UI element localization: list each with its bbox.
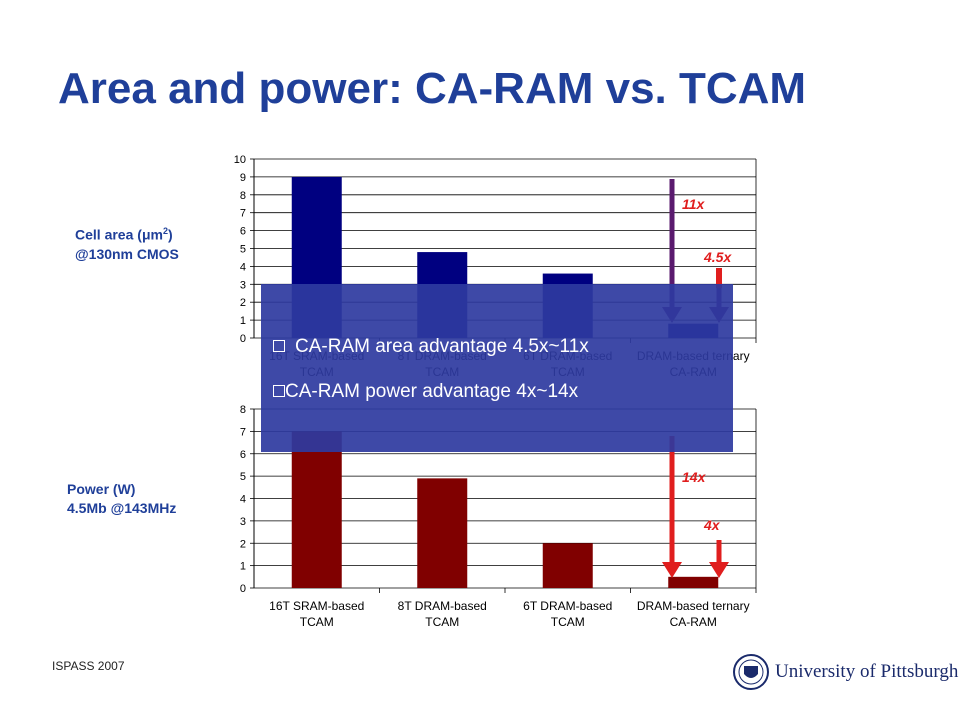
y-tick-label: 9 (240, 172, 246, 184)
power-axis-label: Power (W) 4.5Mb @143MHz (67, 481, 177, 516)
logo-text: University of Pittsburgh (775, 661, 959, 682)
y-tick-label: 4 (240, 261, 246, 273)
x-tick-label: 6T DRAM-based (523, 599, 612, 613)
overlay-bullet-power: CA-RAM power advantage 4x~14x (273, 381, 578, 403)
y-tick-label: 7 (240, 208, 246, 220)
summary-overlay: CA-RAM area advantage 4.5x~11x CA-RAM po… (261, 284, 733, 452)
arrow-4x-head (709, 562, 729, 578)
checkbox-icon (273, 385, 285, 397)
seal-icon (733, 654, 769, 690)
x-tick-label: TCAM (300, 615, 334, 629)
y-tick-label: 0 (240, 333, 246, 345)
y-tick-label: 10 (234, 154, 246, 166)
x-tick-label: 16T SRAM-based (269, 599, 364, 613)
x-tick-label: CA-RAM (670, 615, 717, 629)
y-tick-label: 6 (240, 449, 246, 461)
overlay-bullet-area: CA-RAM area advantage 4.5x~11x (273, 336, 589, 358)
university-logo: University of Pittsburgh (733, 652, 958, 692)
y-tick-label: 4 (240, 494, 246, 506)
y-tick-label: 3 (240, 516, 246, 528)
bar (417, 478, 468, 588)
bar (668, 576, 719, 588)
y-tick-label: 7 (240, 426, 246, 438)
ratio-annotation: 11x (682, 196, 706, 212)
y-tick-label: 8 (240, 190, 246, 202)
ratio-annotation: 4.5x (703, 249, 732, 265)
y-tick-label: 3 (240, 279, 246, 291)
ratio-annotation: 4x (703, 517, 721, 533)
x-tick-label: TCAM (425, 615, 459, 629)
y-tick-label: 2 (240, 538, 246, 550)
y-tick-label: 0 (240, 583, 246, 595)
bar (291, 431, 342, 588)
y-tick-label: 5 (240, 244, 246, 256)
slide-title: Area and power: CA-RAM vs. TCAM (58, 64, 807, 113)
footer-text: ISPASS 2007 (52, 659, 125, 673)
area-axis-label: Cell area (μm2) @130nm CMOS (75, 226, 179, 262)
bar (542, 543, 593, 588)
y-tick-label: 5 (240, 471, 246, 483)
arrow-4.5x-top (716, 268, 722, 288)
y-tick-label: 1 (240, 315, 246, 327)
y-tick-label: 8 (240, 404, 246, 416)
arrow-14x-head (662, 562, 682, 578)
ratio-annotation: 14x (682, 469, 707, 485)
y-tick-label: 2 (240, 297, 246, 309)
x-tick-label: 8T DRAM-based (398, 599, 487, 613)
x-tick-label: TCAM (551, 615, 585, 629)
y-tick-label: 6 (240, 226, 246, 238)
checkbox-icon (273, 340, 285, 352)
x-tick-label: DRAM-based ternary (637, 599, 750, 613)
y-tick-label: 1 (240, 561, 246, 573)
